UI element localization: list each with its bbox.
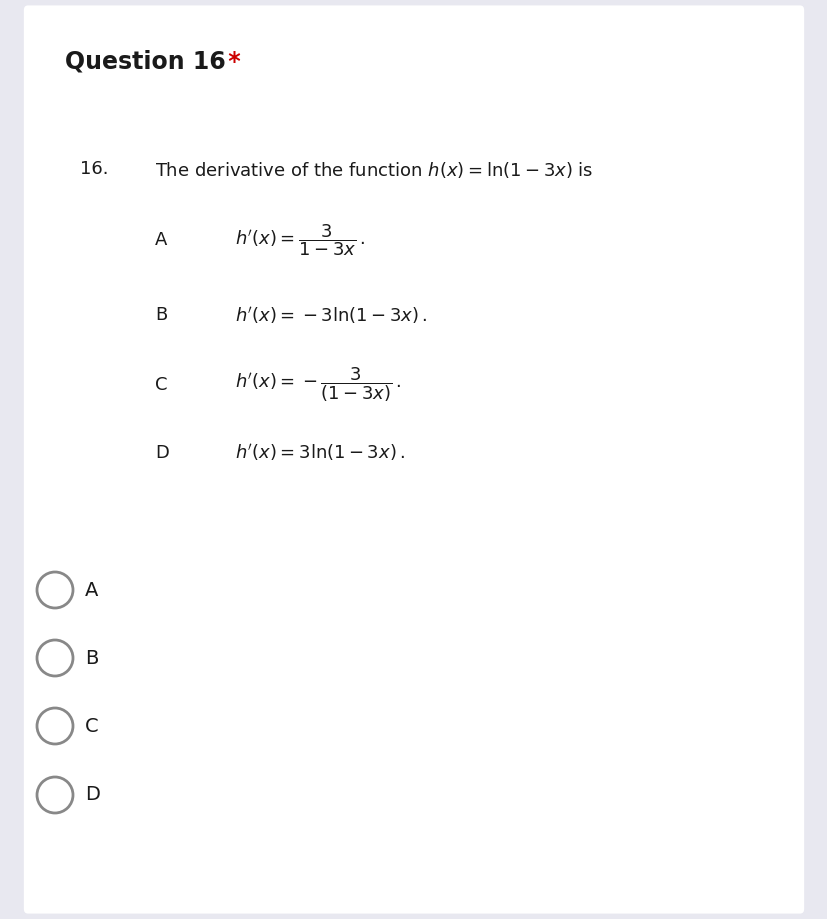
Text: D: D <box>85 786 100 804</box>
Text: $h'(x)=\dfrac{3}{1-3x}\,.$: $h'(x)=\dfrac{3}{1-3x}\,.$ <box>235 222 365 258</box>
Text: A: A <box>85 581 98 599</box>
Text: $h'(x)=-3\ln(1-3x)\,.$: $h'(x)=-3\ln(1-3x)\,.$ <box>235 304 427 325</box>
Text: C: C <box>155 376 167 394</box>
Text: The derivative of the function $h(x)=\ln(1-3x)$ is: The derivative of the function $h(x)=\ln… <box>155 160 593 180</box>
Text: B: B <box>155 306 167 324</box>
Text: $h'(x)=-\dfrac{3}{(1-3x)}\,.$: $h'(x)=-\dfrac{3}{(1-3x)}\,.$ <box>235 366 401 404</box>
Text: C: C <box>85 717 98 735</box>
FancyBboxPatch shape <box>24 6 803 913</box>
Text: *: * <box>220 50 241 74</box>
Text: D: D <box>155 444 169 462</box>
Text: Question 16: Question 16 <box>65 50 226 74</box>
Text: $h'(x)=3\ln(1-3x)\,.$: $h'(x)=3\ln(1-3x)\,.$ <box>235 443 404 463</box>
Text: A: A <box>155 231 167 249</box>
Text: B: B <box>85 649 98 667</box>
Text: 16.: 16. <box>80 160 108 178</box>
